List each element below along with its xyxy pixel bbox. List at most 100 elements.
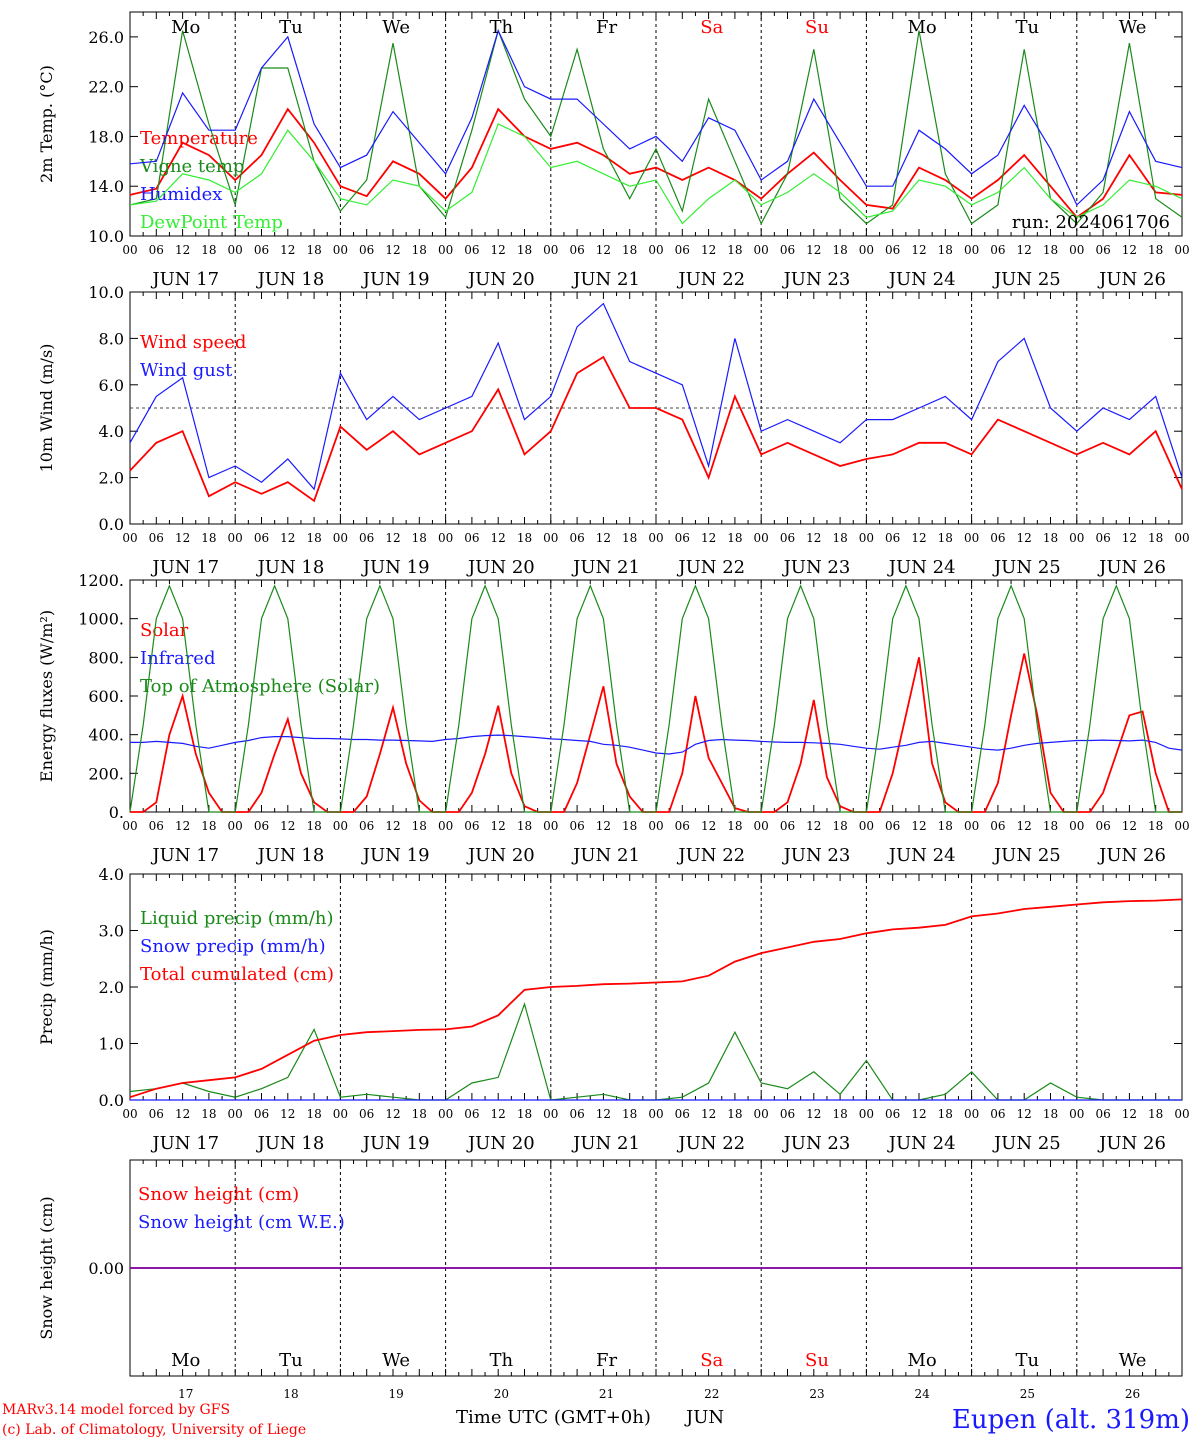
hour-label: 18 bbox=[727, 819, 742, 833]
hour-label: 12 bbox=[806, 531, 821, 545]
legend-entry: Infrared bbox=[140, 648, 215, 669]
weekday-label: We bbox=[1119, 1350, 1147, 1371]
hour-label: 00 bbox=[1174, 1107, 1189, 1121]
hour-label: 06 bbox=[885, 819, 900, 833]
weekday-label: Fr bbox=[596, 1350, 617, 1371]
hour-label: 12 bbox=[385, 819, 400, 833]
hour-label: 06 bbox=[1095, 1107, 1110, 1121]
hour-label: 18 bbox=[201, 1107, 216, 1121]
hour-label: 18 bbox=[306, 819, 321, 833]
month-label: JUN bbox=[684, 1407, 724, 1428]
date-label: JUN 26 bbox=[1097, 1133, 1166, 1154]
series-1-line bbox=[129, 302, 1183, 491]
hour-label: 00 bbox=[754, 531, 769, 545]
hour-label: 06 bbox=[1095, 243, 1110, 257]
hour-label: 18 bbox=[306, 531, 321, 545]
hour-label: 06 bbox=[780, 819, 795, 833]
date-label: JUN 22 bbox=[676, 845, 745, 866]
hour-label: 06 bbox=[359, 819, 374, 833]
y-tick-label: 0. bbox=[109, 803, 124, 822]
weekday-label: We bbox=[1119, 17, 1147, 38]
hour-label: 12 bbox=[1122, 819, 1137, 833]
hour-label: 06 bbox=[885, 243, 900, 257]
hour-label: 00 bbox=[228, 243, 243, 257]
hour-label: 06 bbox=[780, 1107, 795, 1121]
weekday-label: Th bbox=[490, 17, 514, 38]
hour-label: 18 bbox=[412, 819, 427, 833]
hour-label: 18 bbox=[832, 243, 847, 257]
hour-label: 12 bbox=[280, 243, 295, 257]
date-label: JUN 26 bbox=[1097, 845, 1166, 866]
hour-label: 00 bbox=[543, 819, 558, 833]
hour-label: 18 bbox=[517, 243, 532, 257]
date-label: JUN 20 bbox=[466, 1133, 535, 1154]
y-tick-label: 22.0 bbox=[88, 78, 124, 97]
hour-label: 00 bbox=[438, 531, 453, 545]
hour-label: 12 bbox=[596, 531, 611, 545]
y-axis-label: 2m Temp. (°C) bbox=[37, 65, 56, 183]
hour-label: 18 bbox=[201, 243, 216, 257]
date-label: JUN 21 bbox=[571, 557, 640, 578]
hour-label: 06 bbox=[359, 531, 374, 545]
hour-label: 00 bbox=[122, 531, 137, 545]
hour-label: 00 bbox=[859, 819, 874, 833]
run-annotation: run: 2024061706 bbox=[1012, 212, 1170, 233]
y-tick-label: 200. bbox=[88, 764, 124, 783]
weekday-label: Mo bbox=[908, 17, 937, 38]
hour-label: 18 bbox=[832, 1107, 847, 1121]
hour-label: 18 bbox=[1043, 1107, 1058, 1121]
hour-label: 18 bbox=[938, 1107, 953, 1121]
hour-label: 18 bbox=[1148, 531, 1163, 545]
hour-label: 00 bbox=[648, 1107, 663, 1121]
hour-label: 06 bbox=[1095, 531, 1110, 545]
hour-label: 00 bbox=[648, 819, 663, 833]
date-label: JUN 25 bbox=[992, 1133, 1061, 1154]
y-tick-label: 4.0 bbox=[99, 422, 124, 441]
hour-label: 00 bbox=[1069, 819, 1084, 833]
day-number: 18 bbox=[283, 1387, 298, 1401]
date-label: JUN 22 bbox=[676, 1133, 745, 1154]
legend-entry: Snow precip (mm/h) bbox=[140, 936, 326, 957]
date-label: JUN 20 bbox=[466, 845, 535, 866]
hour-label: 18 bbox=[938, 531, 953, 545]
hour-label: 18 bbox=[1043, 531, 1058, 545]
date-label: JUN 25 bbox=[992, 269, 1061, 290]
weekday-label: Th bbox=[490, 1350, 514, 1371]
hour-label: 00 bbox=[228, 819, 243, 833]
hour-label: 00 bbox=[859, 243, 874, 257]
hour-label: 06 bbox=[990, 531, 1005, 545]
hour-label: 12 bbox=[806, 243, 821, 257]
hour-label: 12 bbox=[1017, 243, 1032, 257]
day-number: 19 bbox=[389, 1387, 404, 1401]
hour-label: 18 bbox=[622, 1107, 637, 1121]
y-tick-label: 0.0 bbox=[99, 1091, 124, 1110]
y-tick-label: 3.0 bbox=[99, 922, 124, 941]
hour-label: 18 bbox=[306, 1107, 321, 1121]
hour-label: 00 bbox=[1174, 531, 1189, 545]
hour-label: 00 bbox=[333, 243, 348, 257]
date-label: JUN 17 bbox=[150, 269, 219, 290]
hour-label: 12 bbox=[491, 531, 506, 545]
hour-label: 06 bbox=[569, 1107, 584, 1121]
y-tick-label: 0.00 bbox=[88, 1259, 124, 1278]
hour-label: 00 bbox=[964, 243, 979, 257]
hour-label: 12 bbox=[385, 1107, 400, 1121]
hour-label: 06 bbox=[990, 243, 1005, 257]
hour-label: 18 bbox=[1043, 243, 1058, 257]
date-label: JUN 26 bbox=[1097, 557, 1166, 578]
day-number: 20 bbox=[494, 1387, 509, 1401]
hour-label: 00 bbox=[122, 819, 137, 833]
series-0-line bbox=[129, 355, 1183, 503]
hour-label: 18 bbox=[622, 531, 637, 545]
hour-label: 00 bbox=[333, 531, 348, 545]
hour-label: 00 bbox=[438, 243, 453, 257]
hour-label: 00 bbox=[1069, 1107, 1084, 1121]
hour-label: 18 bbox=[832, 819, 847, 833]
panel-4: 0.0 1.0 2.0 3.0 4.0 Precip (mm/h) Liquid preci… bbox=[37, 865, 1190, 1154]
hour-label: 06 bbox=[359, 1107, 374, 1121]
y-tick-label: 600. bbox=[88, 687, 124, 706]
hour-label: 00 bbox=[859, 1107, 874, 1121]
panel-5: 0.00 Snow height (cm) Snow height (cm) Snow… bbox=[37, 1159, 1183, 1401]
date-label: JUN 22 bbox=[676, 269, 745, 290]
footer-lab: (c) Lab. of Climatology, University of L… bbox=[2, 1422, 306, 1438]
